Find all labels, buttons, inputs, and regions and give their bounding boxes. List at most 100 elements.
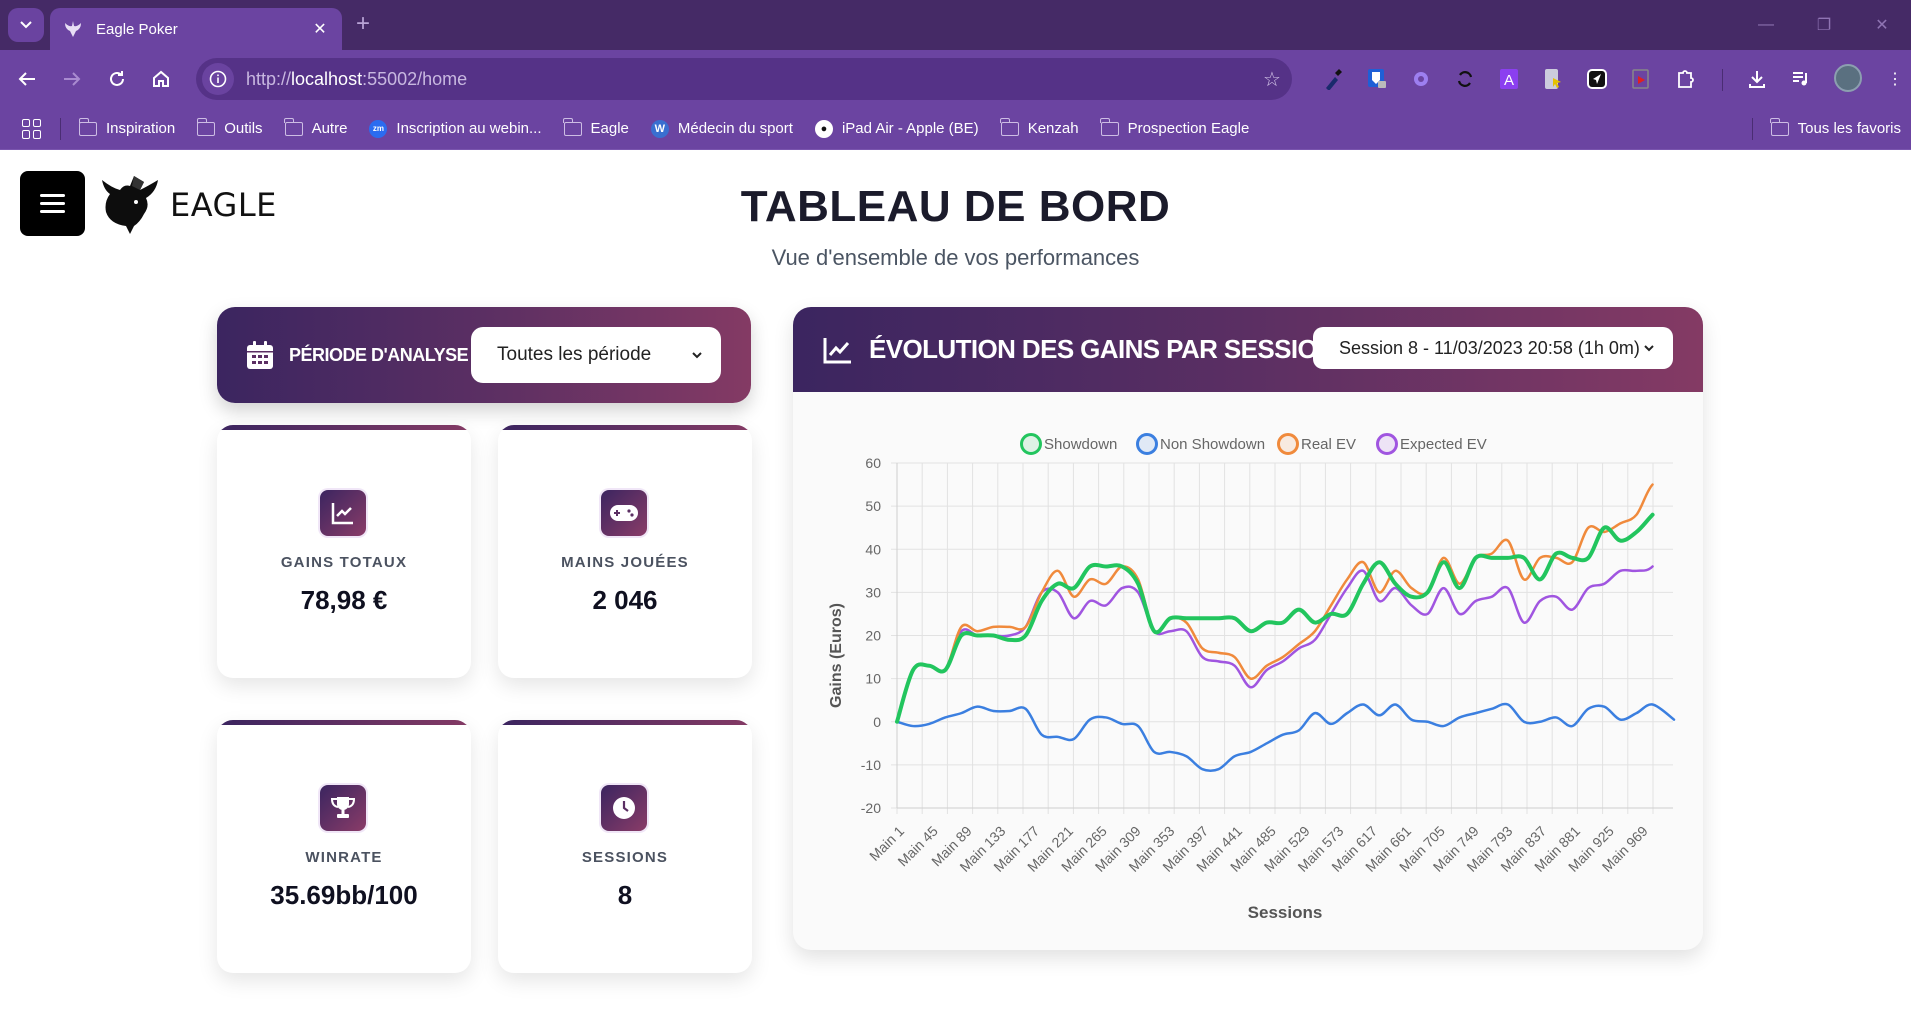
apps-grid-icon[interactable] [22,118,42,139]
minimize-button[interactable]: — [1758,16,1774,33]
browser-menu-icon[interactable]: ⋮ [1887,71,1903,88]
y-tick-label: 50 [865,498,881,514]
arrow-right-icon [64,72,81,86]
legend-label[interactable]: Non Showdown [1160,436,1265,453]
arrow-left-icon [18,72,35,86]
bookmark-ipad[interactable]: ● iPad Air - Apple (BE) [814,119,979,138]
folder-icon [563,117,582,136]
toolbar-divider [1722,69,1723,91]
y-tick-label: 20 [865,628,881,644]
bookmark-kenzah[interactable]: Kenzah [1000,117,1079,137]
bookmark-label: Médecin du sport [677,120,793,137]
bookmark-inspiration[interactable]: Inspiration [78,117,175,137]
y-tick-label: 30 [865,584,881,600]
bookmark-prospection[interactable]: Prospection Eagle [1100,117,1250,137]
download-icon[interactable] [1742,64,1772,94]
address-bar[interactable]: http://localhost:55002/home ☆ [196,58,1292,100]
stat-value: 35.69bb/100 [270,880,418,910]
zoom-icon: zm [369,119,388,138]
folder-icon [1000,117,1019,136]
chart-panel-header: ÉVOLUTION DES GAINS PAR SESSION Session … [793,307,1703,392]
bookmark-star-icon[interactable]: ☆ [1263,68,1281,91]
bookmark-outils[interactable]: Outils [196,117,263,137]
media-control-icon[interactable] [1786,64,1816,94]
stat-card-hands: MAINS JOUÉES 2 046 [498,425,752,678]
profile-avatar[interactable] [1834,64,1862,92]
reload-button[interactable] [102,64,132,94]
url-host: localhost [291,68,363,89]
series-line-non-showdown[interactable] [895,702,1676,773]
eyedropper-extension-icon[interactable] [1318,64,1348,94]
browser-titlebar: Eagle Poker ✕ + — ❐ ✕ [0,0,1911,50]
eagle-favicon-icon [62,18,84,40]
eagle-logo-icon[interactable] [100,172,160,236]
bookmark-label: Kenzah [1027,120,1079,137]
bookmark-label: Prospection Eagle [1127,120,1250,137]
browser-tab-active[interactable]: Eagle Poker ✕ [50,8,342,50]
period-label: PÉRIODE D'ANALYSE [289,344,469,365]
legend-marker-icon[interactable] [1136,433,1158,455]
all-bookmarks[interactable]: Tous les favoris [1770,117,1901,137]
stat-value: 8 [617,880,633,910]
folder-icon [284,117,303,136]
clicker-extension-icon[interactable] [1538,64,1568,94]
stat-label: SESSIONS [581,849,669,866]
series-line-real-ev[interactable] [895,483,1654,723]
stat-card-sessions: SESSIONS 8 [498,720,752,973]
page-subtitle: Vue d'ensemble de vos performances [771,245,1140,270]
site-info-icon[interactable] [202,63,234,95]
restore-button[interactable]: ❐ [1816,17,1832,34]
session-select[interactable]: Session 8 - 11/03/2023 20:58 (1h 0m) [1313,327,1673,369]
tab-close-icon[interactable]: ✕ [313,21,327,38]
back-button[interactable] [12,64,42,94]
gear-extension-icon[interactable] [1406,64,1436,94]
stat-value: 2 046 [592,585,658,615]
bookmark-webinar[interactable]: zm Inscription au webin... [369,119,542,138]
period-filter-panel: PÉRIODE D'ANALYSE Toutes les période [217,307,751,403]
font-extension-icon[interactable]: A [1494,64,1524,94]
stat-card-gains: GAINS TOTAUX 78,98 € [217,425,471,678]
extensions-puzzle-icon[interactable] [1670,64,1700,94]
hamburger-menu-button[interactable] [20,171,85,236]
forward-button[interactable] [57,64,87,94]
bookmarks-divider [60,117,61,140]
series-line-showdown[interactable] [895,512,1655,724]
legend-marker-icon[interactable] [1376,433,1398,455]
bookmark-autre[interactable]: Autre [284,117,347,137]
legend-label[interactable]: Showdown [1044,436,1117,453]
close-window-button[interactable]: ✕ [1875,17,1889,34]
bookmark-eagle[interactable]: Eagle [563,117,629,137]
send-extension-icon[interactable] [1582,64,1612,94]
y-tick-label: 10 [865,671,881,687]
y-tick-label: 40 [865,541,881,557]
y-tick-label: -20 [861,800,881,816]
new-tab-button[interactable]: + [356,10,371,37]
folder-icon [78,117,97,136]
period-select[interactable]: Toutes les période [471,327,721,383]
folder-icon [1770,117,1789,136]
legend-label[interactable]: Expected EV [1400,436,1487,453]
home-button[interactable] [146,64,176,94]
chart-line-icon [823,337,851,363]
legend-label[interactable]: Real EV [1301,436,1356,453]
chart-line-icon [320,490,366,536]
bitwarden-extension-icon[interactable] [1362,64,1392,94]
video-extension-icon[interactable] [1626,64,1656,94]
trophy-icon [320,785,366,831]
y-tick-label: -10 [861,757,881,773]
legend-marker-icon[interactable] [1277,433,1299,455]
brand-name: EAGLE [170,186,277,224]
stat-label: GAINS TOTAUX [280,554,408,571]
session-selected-value: Session 8 - 11/03/2023 20:58 (1h 0m) [1339,337,1640,358]
folder-icon [196,117,216,136]
sync-extension-icon[interactable] [1450,64,1480,94]
browser-toolbar: http://localhost:55002/home ☆ A ⋮ [0,50,1911,108]
url-text[interactable]: http://localhost:55002/home [246,69,1252,90]
y-tick-label: 60 [865,455,881,471]
tab-title: Eagle Poker [96,20,178,38]
bookmark-medecin[interactable]: W Médecin du sport [650,119,793,138]
tab-search-button[interactable] [8,8,44,42]
legend-marker-icon[interactable] [1020,433,1042,455]
bookmarks-divider [1751,117,1753,140]
